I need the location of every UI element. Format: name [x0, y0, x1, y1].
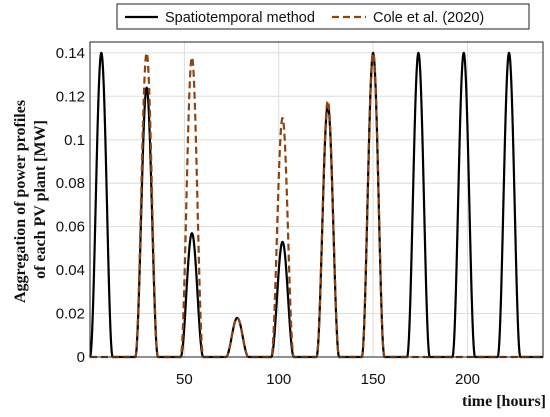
series-line-cole — [89, 51, 544, 359]
y-tick-label-6: 0.12 — [56, 88, 85, 105]
plot-frame — [89, 41, 544, 358]
y-axis-label: Aggregation of power profiles of each PV… — [12, 96, 49, 303]
y-axis-label-line-2: of each PV plant [MW] — [32, 120, 49, 279]
y-tick-label-5: 0.1 — [64, 132, 85, 149]
grid-lines — [90, 42, 543, 358]
y-tick-label-7: 0.14 — [56, 45, 85, 62]
x-tick-label-3: 200 — [455, 371, 480, 388]
legend-box — [116, 3, 530, 30]
series-lines — [88, 51, 544, 359]
x-tick-label-0: 50 — [176, 371, 193, 388]
y-tick-label-4: 0.08 — [56, 175, 85, 192]
legend-label-spatiotemporal: Spatiotemporal method — [165, 10, 315, 26]
y-tick-labels: 0 0.02 0.04 0.06 0.08 0.1 0.12 0.14 — [56, 45, 85, 366]
legend: Spatiotemporal method Cole et al. (2020) — [116, 3, 530, 30]
series-line-spatiotemporal — [88, 51, 544, 359]
y-tick-label-2: 0.04 — [56, 262, 85, 279]
y-tick-label-0: 0 — [77, 349, 85, 366]
y-tick-label-3: 0.06 — [56, 219, 85, 236]
x-tick-labels: 50 100 150 200 — [176, 371, 480, 388]
x-axis-label: time [hours] — [462, 393, 546, 410]
y-tick-label-1: 0.02 — [56, 306, 85, 323]
x-tick-label-2: 150 — [361, 371, 386, 388]
legend-label-cole: Cole et al. (2020) — [373, 10, 484, 26]
y-axis-label-line-1: Aggregation of power profiles — [12, 100, 29, 303]
x-tick-label-1: 100 — [266, 371, 291, 388]
